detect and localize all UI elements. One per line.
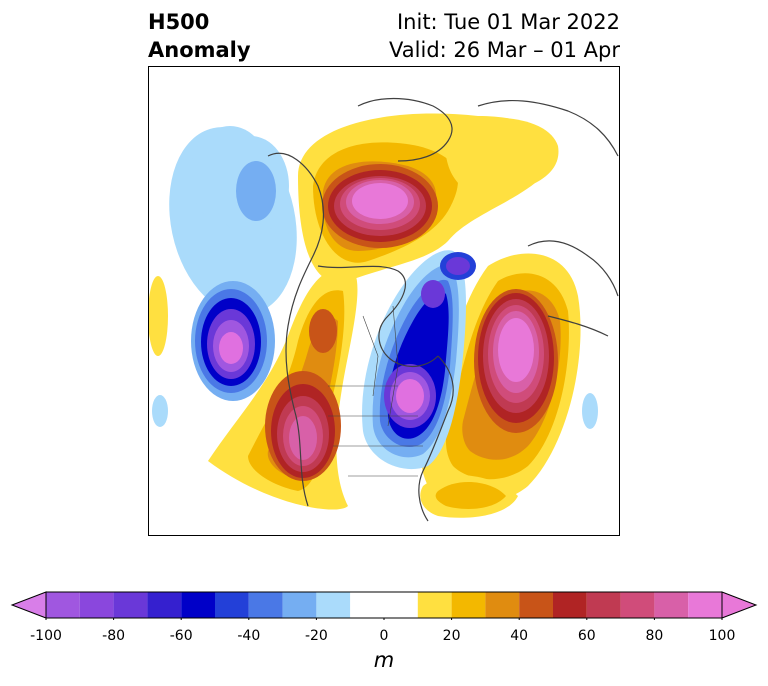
- colorbar-bin: [485, 592, 520, 618]
- colorbar-tick-label: 0: [379, 628, 389, 644]
- colorbar-bin: [350, 592, 418, 618]
- colorbar-tick-label: -40: [237, 628, 261, 644]
- colorbar-bin: [147, 592, 182, 618]
- west-coast-line: [267, 152, 324, 507]
- colorbar-bin: [451, 592, 486, 618]
- state-borders: [328, 385, 423, 477]
- init-date: Init: Tue 01 Mar 2022: [396, 10, 620, 34]
- colorbar-tick-label: 100: [708, 628, 736, 644]
- colorbar-bin: [519, 592, 553, 618]
- colorbar-bin: [553, 592, 587, 618]
- west-coast-ridge: [208, 266, 358, 510]
- colorbar-bin: [181, 592, 215, 618]
- colorbar-extend-low: [10, 591, 47, 619]
- colorbar-bin: [316, 592, 351, 618]
- colorbar-tick-label: 60: [577, 628, 596, 644]
- colorbar-bin: [620, 592, 655, 618]
- anomaly-map: [148, 66, 620, 536]
- colorbar-bin: [215, 592, 249, 618]
- siberia-line: [477, 99, 619, 157]
- east-coast-line: [418, 355, 454, 522]
- greenland-line: [357, 97, 453, 162]
- hudson-bay-line: [317, 265, 439, 368]
- geography-lines: [267, 97, 619, 522]
- colorbar-tick-label: 80: [645, 628, 664, 644]
- plot-title-right: Init: Tue 01 Mar 2022 Valid: 26 Mar – 01…: [389, 8, 620, 64]
- map-canvas: [148, 66, 620, 536]
- atlantic-ridge: [421, 253, 598, 503]
- anomaly-fills: [148, 113, 598, 518]
- title-variable: H500: [148, 10, 210, 34]
- northern-ridge-band: [445, 117, 559, 196]
- colorbar-bin: [79, 592, 114, 618]
- europe-border-line: [547, 315, 609, 337]
- eastern-shoulder: [420, 475, 518, 518]
- colorbar-bin: [586, 592, 621, 618]
- colorbar-bin: [46, 592, 80, 618]
- colorbar-canvas: [10, 591, 758, 620]
- colorbar-bin: [113, 592, 148, 618]
- colorbar-tick-label: -60: [169, 628, 193, 644]
- colorbar-tick-label: -100: [30, 628, 62, 644]
- province-borders: [362, 305, 399, 427]
- colorbar-bin: [688, 592, 722, 618]
- colorbar-bin: [248, 592, 283, 618]
- colorbar-tick-label: 40: [510, 628, 529, 644]
- colorbar-tick-label: -20: [304, 628, 328, 644]
- colorbar-bin: [654, 592, 689, 618]
- colorbar-bin: [282, 592, 317, 618]
- title-type: Anomaly: [148, 38, 251, 62]
- colorbar-units: m: [373, 648, 395, 672]
- valid-period: Valid: 26 Mar – 01 Apr: [389, 38, 620, 62]
- plot-title-left: H500 Anomaly: [148, 8, 251, 64]
- greenland-west-trough: [152, 136, 289, 427]
- map-frame: [148, 66, 620, 536]
- colorbar-tick-label: -80: [102, 628, 126, 644]
- colorbar-extend-high: [721, 591, 758, 619]
- scandinavia-line: [527, 240, 619, 297]
- colorbar-bin: [417, 592, 452, 618]
- colorbar: [10, 590, 758, 620]
- colorbar-tick-label: 20: [442, 628, 461, 644]
